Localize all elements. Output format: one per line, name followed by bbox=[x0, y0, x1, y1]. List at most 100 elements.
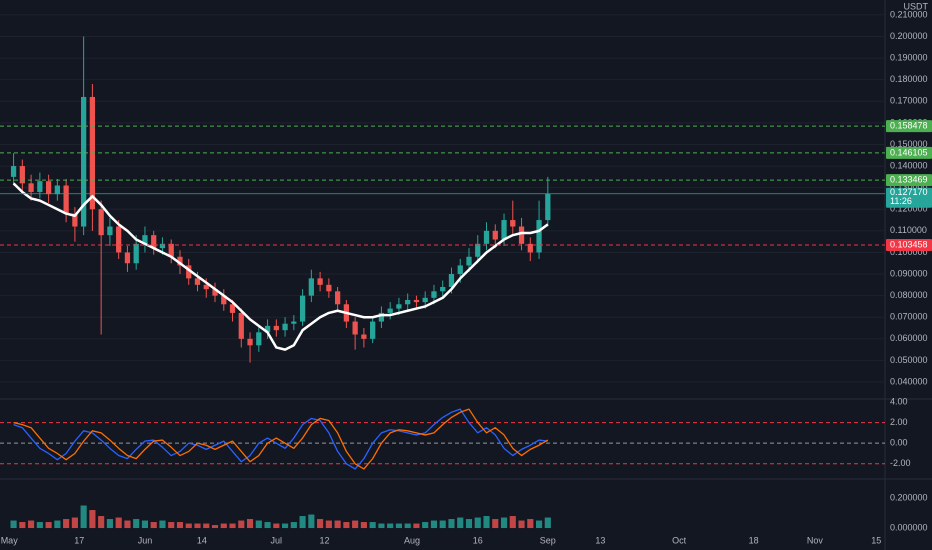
volume-bar bbox=[317, 519, 324, 529]
y-tick-label: 0.080000 bbox=[890, 290, 928, 300]
level-label: 0.103458 bbox=[890, 239, 928, 249]
x-tick-label: Jul bbox=[271, 535, 283, 545]
candle-body bbox=[545, 193, 551, 221]
candle-body bbox=[45, 181, 52, 195]
y-tick-label: 0.090000 bbox=[890, 268, 928, 278]
candle-body bbox=[247, 338, 253, 346]
candle-body bbox=[361, 334, 367, 339]
candle-body bbox=[63, 185, 69, 214]
candle-body bbox=[299, 295, 306, 322]
volume-bar bbox=[106, 519, 113, 529]
candle-body bbox=[448, 274, 455, 288]
volume-bar bbox=[430, 520, 438, 529]
volume-bar bbox=[544, 517, 551, 529]
candle-body bbox=[229, 304, 236, 313]
volume-bar bbox=[413, 523, 420, 529]
volume-bar bbox=[264, 522, 271, 529]
candle-body bbox=[326, 284, 332, 292]
candle-body bbox=[387, 308, 393, 313]
volume-bar bbox=[273, 523, 280, 529]
volume-bar bbox=[387, 523, 394, 529]
x-tick-label: 14 bbox=[197, 535, 207, 545]
candle-body bbox=[151, 235, 157, 249]
volume-bar bbox=[63, 519, 70, 529]
candle-body bbox=[186, 265, 192, 279]
candle-body bbox=[291, 321, 297, 324]
volume-bar bbox=[176, 522, 184, 529]
candle-body bbox=[440, 287, 446, 292]
volume-bar bbox=[439, 520, 446, 529]
y-tick-label: 0.180000 bbox=[890, 74, 928, 84]
y-tick-label: 0.120000 bbox=[890, 204, 928, 214]
volume-bar bbox=[185, 523, 192, 529]
y-tick-label: 0.060000 bbox=[890, 333, 928, 343]
x-tick-label: May bbox=[1, 535, 19, 545]
y-tick-label: 0.130000 bbox=[890, 182, 928, 192]
volume-bar bbox=[308, 514, 315, 529]
volume-bar bbox=[483, 516, 490, 529]
candle-body bbox=[431, 291, 437, 298]
volume-bar bbox=[220, 523, 227, 529]
volume-bar bbox=[369, 522, 376, 529]
volume-bar bbox=[282, 523, 289, 529]
volume-bar bbox=[535, 520, 543, 529]
volume-bar bbox=[325, 520, 332, 529]
volume-bar bbox=[255, 520, 262, 529]
y-tick-label: 0.070000 bbox=[890, 312, 928, 322]
volume-bar bbox=[474, 517, 481, 529]
y-tick-label: 0.100000 bbox=[890, 247, 928, 257]
volume-bar bbox=[395, 523, 402, 529]
volume-bar bbox=[352, 520, 359, 529]
candle-body bbox=[54, 185, 60, 195]
unit-label: USDT bbox=[904, 1, 929, 11]
candle-body bbox=[142, 235, 148, 244]
y-tick-label: 0.200000 bbox=[890, 492, 928, 502]
candle-body bbox=[422, 297, 428, 303]
volume-bar bbox=[89, 510, 96, 529]
candle-body bbox=[221, 295, 227, 305]
candle-body bbox=[264, 325, 271, 333]
x-tick-label: 17 bbox=[74, 535, 84, 545]
level-badge bbox=[886, 238, 932, 251]
candle-body bbox=[405, 299, 411, 305]
volume-bar bbox=[299, 516, 306, 529]
level-label: 0.158478 bbox=[890, 121, 928, 131]
y-tick-label: 0.050000 bbox=[890, 355, 928, 365]
y-tick-label: -2.00 bbox=[890, 458, 911, 468]
candle-body bbox=[536, 220, 542, 253]
candle-body bbox=[457, 265, 463, 275]
candle-body bbox=[37, 181, 43, 192]
level-badge bbox=[886, 146, 932, 159]
x-tick-label: 13 bbox=[595, 535, 605, 545]
y-tick-label: 0.170000 bbox=[890, 96, 928, 106]
volume-bar bbox=[80, 505, 87, 529]
x-tick-label: Jun bbox=[138, 535, 153, 545]
candle-body bbox=[19, 166, 25, 184]
candle-body bbox=[194, 278, 201, 285]
current-price-label: 0.127170 bbox=[890, 187, 928, 197]
candle-body bbox=[308, 278, 314, 296]
volume-bar bbox=[343, 522, 350, 529]
level-badge bbox=[886, 120, 932, 133]
candle-body bbox=[501, 220, 507, 240]
candle-body bbox=[203, 284, 209, 290]
candle-body bbox=[81, 96, 87, 227]
volume-bar bbox=[500, 517, 508, 529]
x-tick-label: Sep bbox=[540, 535, 556, 545]
candle-body bbox=[466, 256, 472, 266]
candle-body bbox=[370, 321, 376, 339]
volume-bar bbox=[465, 519, 473, 529]
volume-bar bbox=[290, 522, 297, 529]
candle-body bbox=[317, 278, 323, 285]
y-tick-label: 2.00 bbox=[890, 417, 908, 427]
y-tick-label: 0.110000 bbox=[890, 225, 927, 235]
volume-bar bbox=[115, 517, 122, 529]
y-tick-label: 0.000000 bbox=[890, 522, 928, 532]
candle-body bbox=[352, 321, 358, 335]
volume-bar bbox=[492, 519, 499, 529]
volume-bar bbox=[211, 525, 219, 529]
volume-bar bbox=[194, 523, 201, 529]
oscillator-line bbox=[13, 408, 548, 470]
candle-body bbox=[334, 291, 341, 305]
